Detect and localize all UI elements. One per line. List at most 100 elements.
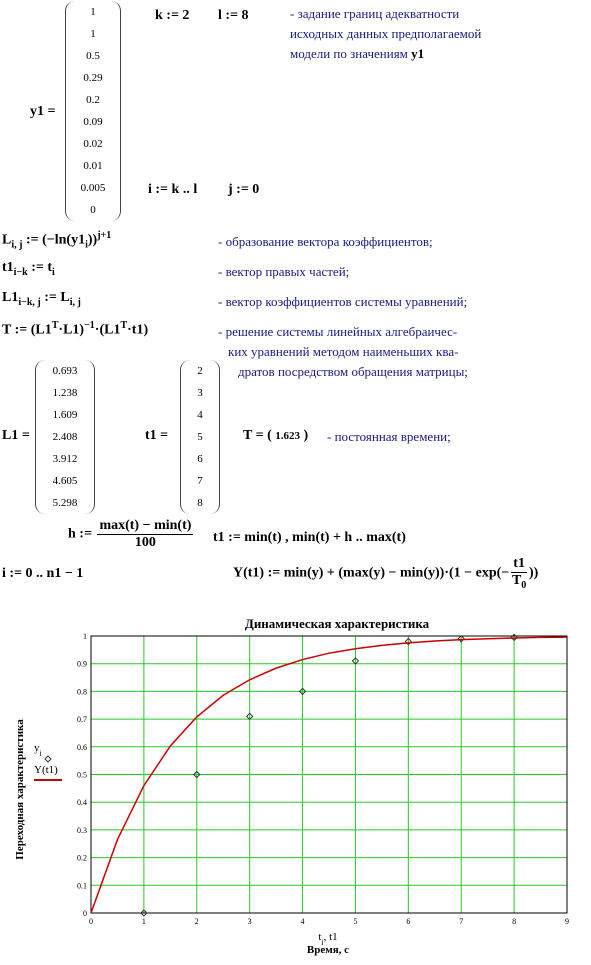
y-tick-label: 0.7: [77, 715, 87, 724]
x-tick-label: 2: [195, 917, 199, 926]
formula-part: t1: [2, 260, 14, 275]
formula-part: ·L1): [58, 322, 85, 338]
T-value: 1.623: [275, 430, 300, 442]
formula-part: := L: [40, 290, 70, 305]
i-range: i := 0 .. n1 − 1: [2, 566, 84, 581]
formula-part: T: [120, 320, 128, 331]
x-axis-label: Время, с: [307, 944, 349, 956]
x-tick-label: 9: [565, 917, 569, 926]
y-tick-label: 0.9: [77, 660, 87, 669]
x-tick-label: 7: [459, 917, 463, 926]
matrix-cell: 2: [197, 365, 203, 377]
y-tick-label: 0.4: [77, 798, 87, 807]
def-l: l := 8: [218, 8, 249, 23]
legend-label: Y(t1): [34, 764, 58, 776]
fraction: max(t) − min(t) 100: [97, 518, 194, 551]
t1-label: t1 =: [145, 428, 169, 443]
matrix-cell: 6: [197, 453, 203, 465]
matrix-cell: 0.01: [83, 160, 103, 172]
y1-label: y1 =: [30, 104, 56, 119]
matrix-cell: 0.29: [83, 72, 103, 84]
formula-comment: - вектор коэффициентов системы уравнений…: [218, 294, 468, 309]
denominator: T0: [512, 573, 526, 591]
T-rhs: ): [303, 428, 309, 443]
formula-part: ·(L1: [94, 322, 121, 338]
chart-title: Динамическая характеристика: [245, 616, 430, 631]
h-def: h := max(t) − min(t) 100: [68, 518, 195, 551]
formula-part: i−k: [13, 266, 28, 278]
formula-comment: ких уравнений методом наименьших ква-: [228, 344, 459, 359]
formula-comment: - вектор правых частей;: [218, 264, 350, 279]
matrix-cell: 1.609: [52, 409, 78, 421]
matrix-cell: 7: [197, 475, 203, 487]
x-var-part: , t1: [324, 931, 338, 943]
legend-name: y: [34, 742, 40, 754]
chart: Динамическая характеристика 0 0.1 0.2 0.3 0.4…: [14, 616, 569, 956]
data-line: [90, 636, 568, 914]
fraction: t1 T0: [511, 556, 527, 591]
y-tick-label: 0.5: [77, 771, 87, 780]
formula-part: L: [2, 232, 12, 248]
note-line: - задание границ адекватности: [290, 6, 460, 21]
x-tick-label: 3: [248, 917, 252, 926]
matrix-cell: 5.298: [52, 497, 78, 509]
plot-frame: [90, 635, 568, 914]
x-tick-label: 0: [89, 917, 93, 926]
matrix-cell: 0.5: [86, 50, 100, 62]
x-tick-label: 8: [512, 917, 516, 926]
formula-part: )): [87, 232, 98, 248]
y-tick-label: 0.6: [77, 743, 87, 752]
formula-part: Y(t1) := min(y) + (max(y) − min(y))·(1 −…: [233, 565, 510, 581]
formula-part: := t: [27, 260, 53, 275]
x-tick-label: 1: [142, 917, 146, 926]
formula-part: h :=: [68, 526, 96, 542]
y-axis-label: Переходная характеристика: [14, 719, 26, 860]
formula: L1i−k, j := Li, j: [2, 290, 81, 308]
def-k: k := 2: [155, 8, 190, 23]
formula-comment: - решение системы линейных алгебраичес-: [218, 324, 458, 339]
x-tick-label: 5: [353, 917, 357, 926]
matrix-cell: 3.912: [52, 453, 78, 465]
formula-comment: - образование вектора коэффициентов;: [218, 234, 433, 249]
data-point: [510, 633, 518, 642]
matrix-cell: 1: [90, 28, 96, 40]
formula-part: −1: [84, 320, 95, 331]
matrix-cell: 1.238: [52, 387, 78, 399]
data-point: [351, 657, 360, 665]
matrix-cell: 0: [90, 204, 96, 216]
note: - задание границ адекватности исходных д…: [290, 4, 481, 64]
legend-label: yi: [34, 742, 43, 758]
formula: Li, j := (−ln(y1i))j+1: [2, 230, 111, 250]
t1-matrix: 2 3 4 5 6 7 8: [180, 360, 220, 514]
def-i: i := k .. l: [148, 182, 198, 197]
legend-name: Y(t1): [34, 764, 58, 776]
note-var: y1: [411, 46, 425, 61]
numerator: t1: [511, 556, 527, 573]
y-tick-label: 0.2: [77, 854, 87, 863]
formula-part: j+1: [97, 230, 112, 241]
formula-comment: дратов посредством обращения матрицы;: [238, 364, 468, 379]
formula-part: i, j: [69, 296, 81, 308]
L1-matrix: 0.693 1.238 1.609 2.408 3.912 4.605 5.298: [35, 360, 95, 514]
y-tick-label: 0.1: [77, 881, 87, 890]
matrix-cell: 0.005: [80, 182, 106, 194]
denominator: 100: [135, 535, 156, 551]
legend-sub: i: [40, 749, 43, 758]
y-tick-label: 0.3: [77, 826, 87, 835]
data-point: [193, 770, 201, 779]
formula-part: T := (L1: [2, 322, 52, 338]
note-text: модели по значениям: [290, 46, 408, 61]
Y-def: Y(t1) := min(y) + (max(y) − min(y))·(1 −…: [233, 556, 538, 591]
formula-part: T: [51, 320, 59, 331]
x-var-part: t: [318, 931, 321, 943]
matrix-cell: 1: [90, 6, 96, 18]
formula-part: i, j: [11, 239, 23, 251]
formula-part: ·t1): [127, 322, 149, 338]
t1-range: t1 := min(t) , min(t) + h .. max(t): [213, 530, 406, 545]
matrix-cell: 2.408: [52, 431, 78, 443]
numerator: max(t) − min(t): [97, 518, 194, 535]
data-point: [457, 635, 465, 643]
matrix-cell: 8: [197, 497, 203, 509]
T-comment: - постоянная времени;: [327, 429, 451, 444]
